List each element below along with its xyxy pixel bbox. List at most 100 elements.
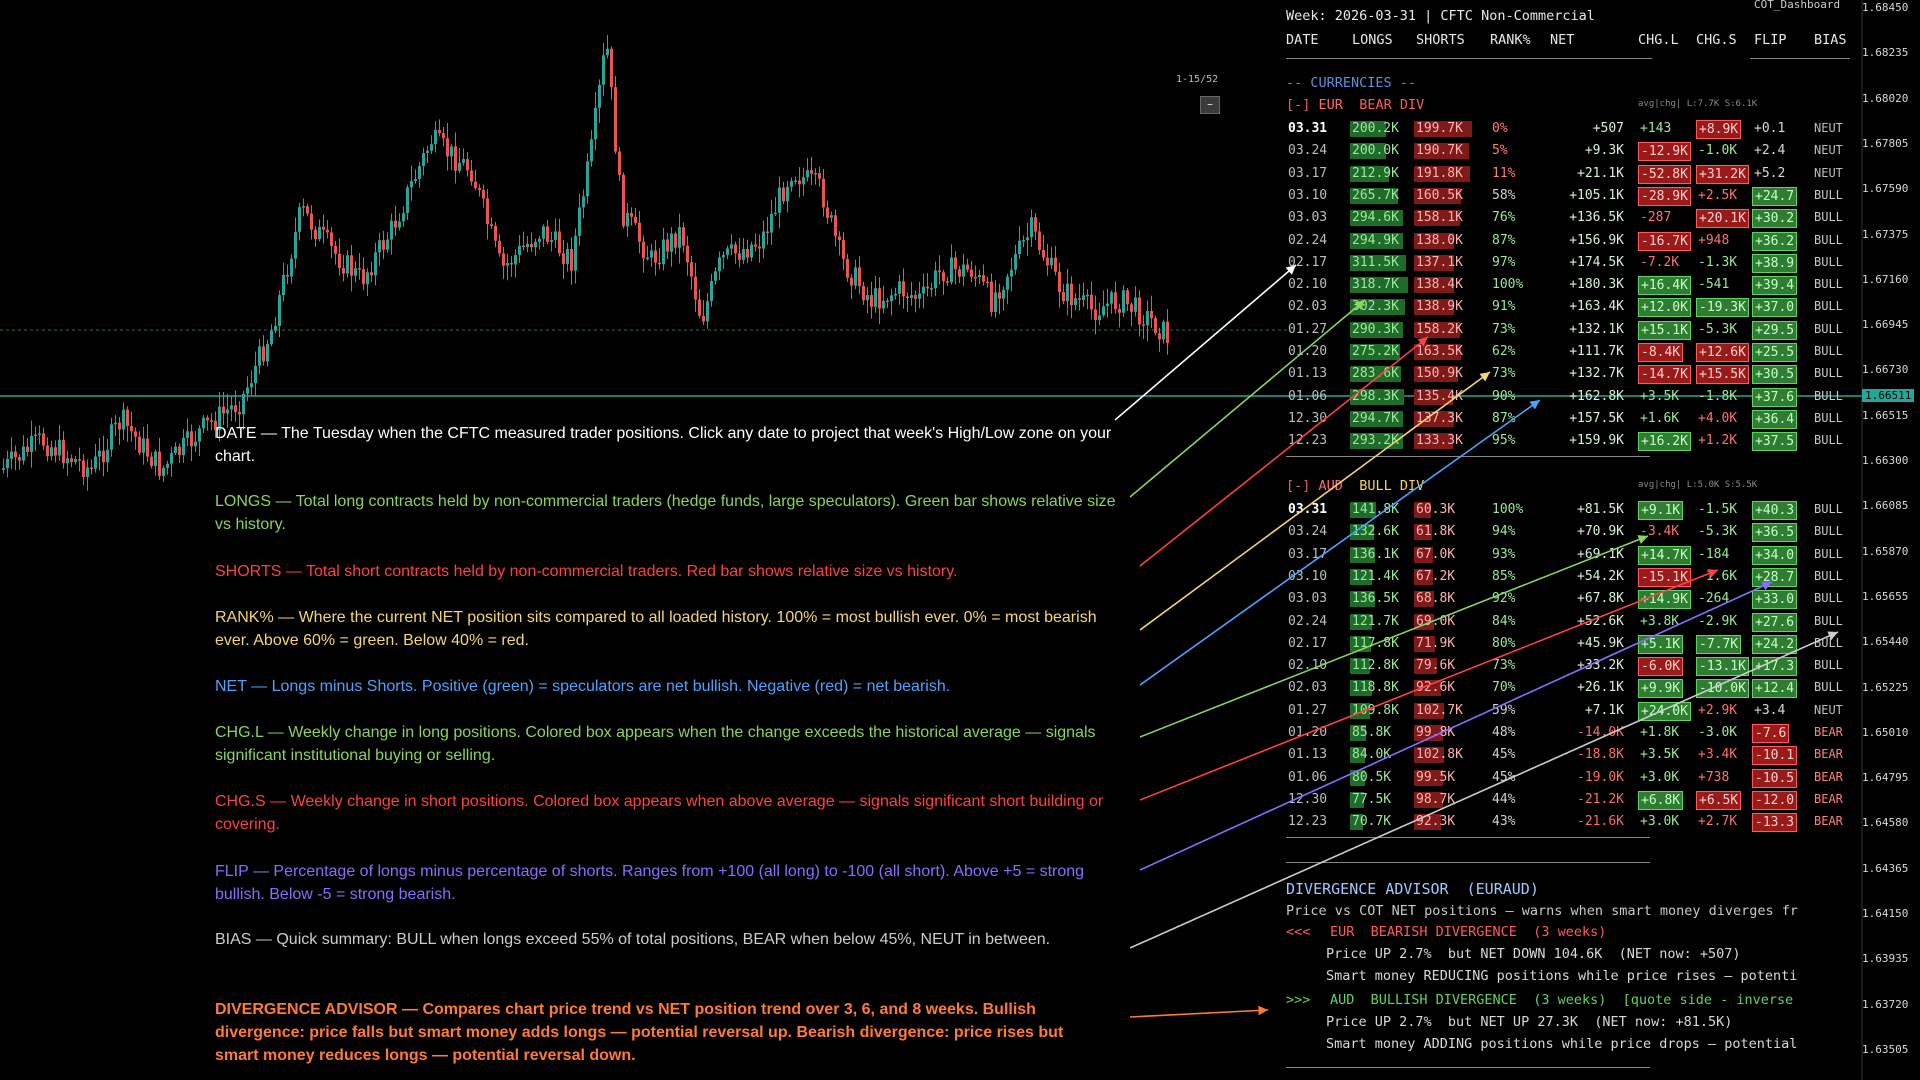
candle-body [794, 180, 797, 182]
table-row[interactable]: 03.03 294.6K 158.1K 76% +136.5K -287 +20.1K +30… [1286, 208, 1862, 229]
date-cell[interactable]: 02.03 [1288, 299, 1328, 315]
table-row[interactable]: 03.31 200.2K 199.7K 0% +507 +143 +8.9K +0.1 NEUT [1286, 119, 1862, 139]
date-cell[interactable]: 12.23 [1288, 814, 1328, 830]
table-row[interactable]: 12.23 293.2K 133.3K 95% +159.9K +16.2K +1.2K +3… [1286, 431, 1862, 452]
candle-body [1058, 271, 1061, 293]
table-row[interactable]: 01.27 109.8K 102.7K 59% +7.1K +24.0K +2.9K +3.4… [1286, 701, 1862, 721]
table-row[interactable]: 01.20 85.8K 99.8K 48% -14.0K +1.8K -3.0K -7.6 BE… [1286, 723, 1862, 743]
group-header-eur[interactable]: [-] EUR BEAR DIV [1286, 97, 1424, 113]
net-cell: +174.5K [1569, 254, 1624, 270]
table-row[interactable]: 02.10 112.8K 79.6K 73% +33.2K -6.0K -13.1K +17.… [1286, 656, 1862, 677]
candle-body [946, 281, 949, 283]
table-row[interactable]: 01.27 290.3K 158.2K 73% +132.1K +15.1K -5.3K +2… [1286, 320, 1862, 340]
table-row[interactable]: 03.17 212.9K 191.8K 11% +21.1K -52.8K +31.2K +5… [1286, 164, 1862, 184]
table-row[interactable]: 12.23 70.7K 92.3K 43% -21.6K +3.0K +2.7K -13.3 B… [1286, 812, 1862, 833]
table-row[interactable]: 03.31 141.8K 60.3K 100% +81.5K +9.1K -1.5K +40.… [1286, 500, 1862, 520]
net-cell: +163.4K [1569, 299, 1624, 315]
shorts-cell: 158.2K [1416, 321, 1463, 337]
price-tick: 1.63505 [1862, 1042, 1909, 1056]
table-row[interactable]: 03.24 200.0K 190.7K 5% +9.3K -12.9K -1.0K +2.4 N… [1286, 141, 1862, 162]
table-row[interactable]: 02.03 302.3K 138.9K 91% +163.4K +12.0K -19.3K +… [1286, 297, 1862, 318]
longs-cell: 294.9K [1352, 232, 1399, 248]
table-row[interactable]: 03.03 136.5K 68.8K 92% +67.8K +14.9K -264 +33.0… [1286, 589, 1862, 610]
date-cell[interactable]: 03.17 [1288, 546, 1328, 562]
group-toggle[interactable]: [-] [1286, 97, 1311, 113]
group-header-aud[interactable]: [-] AUD BULL DIV [1286, 478, 1424, 494]
bear-divergence-line2: Smart money REDUCING positions while pri… [1326, 968, 1798, 984]
date-cell[interactable]: 01.06 [1288, 769, 1328, 785]
date-cell[interactable]: 03.24 [1288, 524, 1328, 540]
table-row[interactable]: 01.20 275.2K 163.5K 62% +111.7K -8.4K +12.6K +2… [1286, 342, 1862, 362]
date-cell[interactable]: 03.10 [1288, 568, 1328, 584]
rank-cell: 85% [1492, 568, 1516, 584]
date-cell[interactable]: 01.13 [1288, 366, 1328, 382]
shorts-cell: 99.8K [1416, 725, 1456, 740]
table-row[interactable]: 01.06 80.5K 99.5K 45% -19.0K +3.0K +738 -10.5 BE… [1286, 768, 1862, 788]
longs-cell: 275.2K [1352, 344, 1399, 359]
date-cell[interactable]: 01.20 [1288, 725, 1328, 740]
chg-s-cell: -3.0K [1698, 725, 1738, 740]
date-cell[interactable]: 12.23 [1288, 433, 1328, 449]
candle-body [46, 445, 49, 457]
chg-s-cell: -7.7K [1696, 634, 1742, 654]
table-row[interactable]: 03.10 121.4K 67.2K 85% +54.2K -15.1K -1.6K +28.… [1286, 567, 1862, 587]
longs-cell: 302.3K [1352, 299, 1399, 315]
shorts-cell: 92.6K [1416, 680, 1456, 696]
table-row[interactable]: 02.03 118.8K 92.6K 70% +26.1K +9.9K -10.0K +12.… [1286, 678, 1862, 699]
chg-l-cell: +3.0K [1640, 769, 1680, 785]
date-cell[interactable]: 02.24 [1288, 613, 1328, 629]
date-cell[interactable]: 02.03 [1288, 680, 1328, 696]
table-row[interactable]: 02.17 311.5K 137.1K 97% +174.5K -7.2K -1.3K +38… [1286, 253, 1862, 273]
date-cell[interactable]: 01.20 [1288, 344, 1328, 359]
date-cell[interactable]: 02.10 [1288, 277, 1328, 293]
date-cell[interactable]: 03.17 [1288, 165, 1328, 181]
date-cell[interactable]: 01.27 [1288, 321, 1328, 337]
shorts-bar [1414, 232, 1455, 249]
flip-cell: +29.5 [1752, 320, 1798, 340]
rank-cell: 76% [1492, 210, 1516, 226]
date-cell[interactable]: 01.13 [1288, 747, 1328, 763]
table-row[interactable]: 02.24 121.7K 69.0K 84% +52.6K +3.8K -2.9K +27.6… [1286, 612, 1862, 632]
table-row[interactable]: 02.24 294.9K 138.0K 87% +156.9K -16.7K +948 +36… [1286, 231, 1862, 251]
table-row[interactable]: 03.24 132.6K 61.8K 94% +70.9K -3.4K -5.3K +36.5… [1286, 522, 1862, 543]
bias-cell: BULL [1814, 254, 1843, 269]
date-cell[interactable]: 02.10 [1288, 658, 1328, 674]
candle-body [382, 240, 385, 250]
candle-body [1054, 257, 1057, 272]
candle-body [790, 180, 793, 187]
date-cell[interactable]: 03.10 [1288, 187, 1328, 203]
candle-body [870, 294, 873, 307]
table-row[interactable]: 03.10 265.7K 160.5K 58% +105.1K -28.9K +2.5K +2… [1286, 186, 1862, 206]
date-cell[interactable]: 03.03 [1288, 210, 1328, 226]
table-row[interactable]: 02.10 318.7K 138.4K 100% +180.3K +16.4K -541 +3… [1286, 275, 1862, 296]
table-row[interactable]: 01.13 84.0K 102.8K 45% -18.8K +3.5K +3.4K -10.1… [1286, 745, 1862, 766]
date-cell[interactable]: 02.24 [1288, 232, 1328, 248]
candle-body [1138, 297, 1141, 325]
chg-l-cell: +1.6K [1640, 410, 1680, 426]
longs-cell: 136.1K [1352, 546, 1399, 562]
table-row[interactable]: 01.13 283.6K 150.9K 73% +132.7K -14.7K +15.5K +… [1286, 364, 1862, 385]
date-cell[interactable]: 03.03 [1288, 591, 1328, 607]
candle-body [26, 446, 29, 453]
date-cell[interactable]: 03.31 [1288, 121, 1328, 136]
date-cell[interactable]: 02.17 [1288, 635, 1328, 651]
date-cell[interactable]: 03.31 [1288, 502, 1328, 517]
table-row[interactable]: 02.17 117.8K 71.9K 80% +45.9K +5.1K -7.7K +24.2… [1286, 634, 1862, 654]
table-row[interactable]: 12.30 294.7K 137.3K 87% +157.5K +1.6K +4.0K +36… [1286, 409, 1862, 429]
candle-body [450, 146, 453, 157]
table-row[interactable]: 01.06 298.3K 135.4K 90% +162.8K +3.5K -1.8K +37… [1286, 387, 1862, 407]
date-cell[interactable]: 12.30 [1288, 791, 1328, 807]
price-tick: 1.64580 [1862, 816, 1909, 830]
collapse-button[interactable]: – [1200, 96, 1220, 114]
group-toggle[interactable]: [-] [1286, 478, 1311, 494]
table-row[interactable]: 12.30 77.5K 98.7K 44% -21.2K +6.8K +6.5K -12.0 B… [1286, 790, 1862, 810]
date-cell[interactable]: 01.27 [1288, 702, 1328, 718]
table-row[interactable]: 03.17 136.1K 67.0K 93% +69.1K +14.7K -184 +34.0… [1286, 545, 1862, 565]
date-cell[interactable]: 03.24 [1288, 143, 1328, 159]
candle-body [462, 159, 465, 163]
date-cell[interactable]: 01.06 [1288, 388, 1328, 404]
date-cell[interactable]: 12.30 [1288, 410, 1328, 426]
date-cell[interactable]: 02.17 [1288, 254, 1328, 270]
price-axis[interactable]: 1.68450 1.68235 1.68020 1.67805 1.67590 1.673… [1862, 0, 1920, 1080]
